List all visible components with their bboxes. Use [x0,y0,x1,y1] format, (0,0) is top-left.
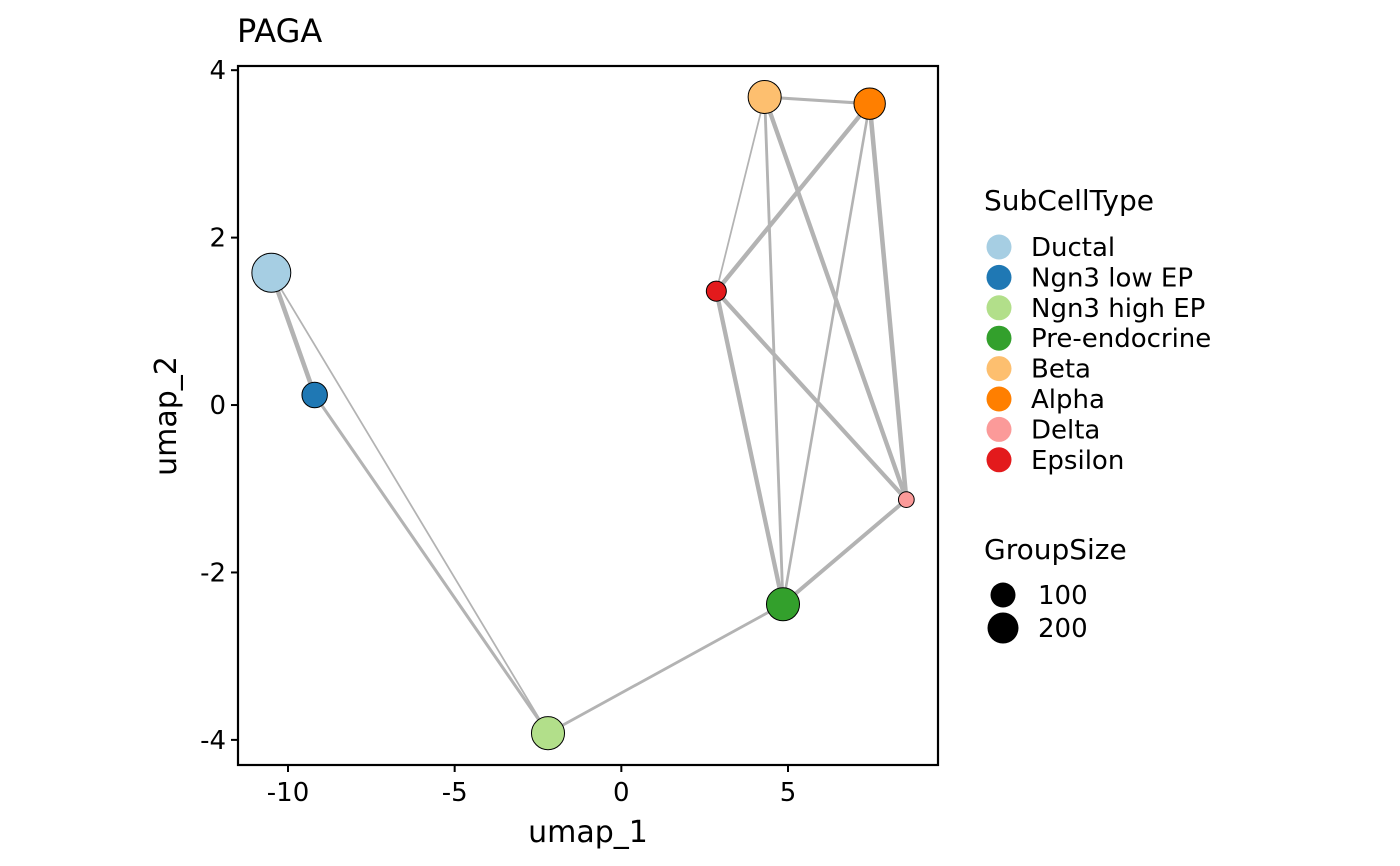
node-beta [747,79,782,115]
edge-alpha-delta [867,101,909,502]
node-pre-endocrine [765,587,801,622]
node-ngn3-high-ep [530,716,566,751]
x-tick-label: -10 [267,778,309,808]
edge-pre-endocrine-alpha [781,102,871,606]
legend-label-pre-endocrine: Pre-endocrine [1031,324,1211,354]
legend-swatch-epsilon [986,447,1012,473]
chart-title: PAGA [237,12,322,50]
legend-label-beta: Beta [1031,355,1091,385]
edge-pre-endocrine-epsilon [714,289,786,607]
nodes-layer [251,79,915,751]
x-tick-label: 0 [613,778,630,808]
legend-swatch-ngn3-high-ep [986,295,1012,321]
x-tick-label: -5 [442,778,468,808]
edge-ngn3-high-ep-pre-endocrine [546,602,785,735]
legend-label-epsilon: Epsilon [1031,446,1124,476]
plot-panel-border [236,64,940,767]
edge-ductal-ngn3-low-ep [269,270,317,398]
edge-pre-endocrine-delta [781,497,909,607]
node-alpha [853,87,886,120]
legend-size-label-200: 200 [1038,614,1088,644]
edge-beta-delta [762,94,909,502]
legend-swatch-delta [986,416,1012,442]
node-ngn3-low-ep [301,381,328,409]
y-axis: -4 -2 0 2 4 [200,56,238,756]
legend-size-swatch-100 [990,582,1016,608]
legend-swatch-beta [986,356,1012,382]
legend-label-ngn3-low-ep: Ngn3 low EP [1031,263,1193,293]
legend-swatch-pre-endocrine [986,325,1012,351]
node-epsilon [705,280,727,302]
edge-ngn3-low-ep-ngn3-high-ep [313,393,550,735]
legend-size-swatch-200 [987,612,1019,644]
legend-size-title: GroupSize [984,533,1127,566]
node-delta [897,491,915,509]
legend-swatch-alpha [986,386,1012,412]
edge-beta-alpha [763,95,872,106]
y-tick-label: 2 [209,224,226,254]
legend-swatch-ductal [986,234,1012,260]
y-tick-label: 0 [209,391,226,421]
x-axis-title: umap_1 [528,815,648,850]
edge-pre-endocrine-beta [763,95,785,606]
y-tick-label: -4 [200,726,226,756]
legend-label-alpha: Alpha [1031,385,1105,415]
legend-label-ductal: Ductal [1031,233,1115,263]
x-tick-label: 5 [780,778,797,808]
node-ductal [251,252,292,293]
legend-swatch-ngn3-low-ep [986,264,1012,290]
edge-epsilon-alpha [714,101,872,294]
y-tick-label: -2 [200,558,226,588]
legend-label-ngn3-high-ep: Ngn3 high EP [1031,294,1205,324]
edges-layer [269,94,909,735]
x-axis: -10 -5 0 5 [267,765,797,808]
legend-size-label-100: 100 [1038,581,1088,611]
edge-epsilon-delta [714,289,909,502]
edge-ductal-ngn3-high-ep [270,271,549,735]
y-tick-label: 4 [209,56,226,86]
y-axis-title: umap_2 [149,356,184,476]
edge-epsilon-beta [715,96,766,293]
legend-color-title: SubCellType [984,184,1154,217]
legend-label-delta: Delta [1031,415,1100,445]
